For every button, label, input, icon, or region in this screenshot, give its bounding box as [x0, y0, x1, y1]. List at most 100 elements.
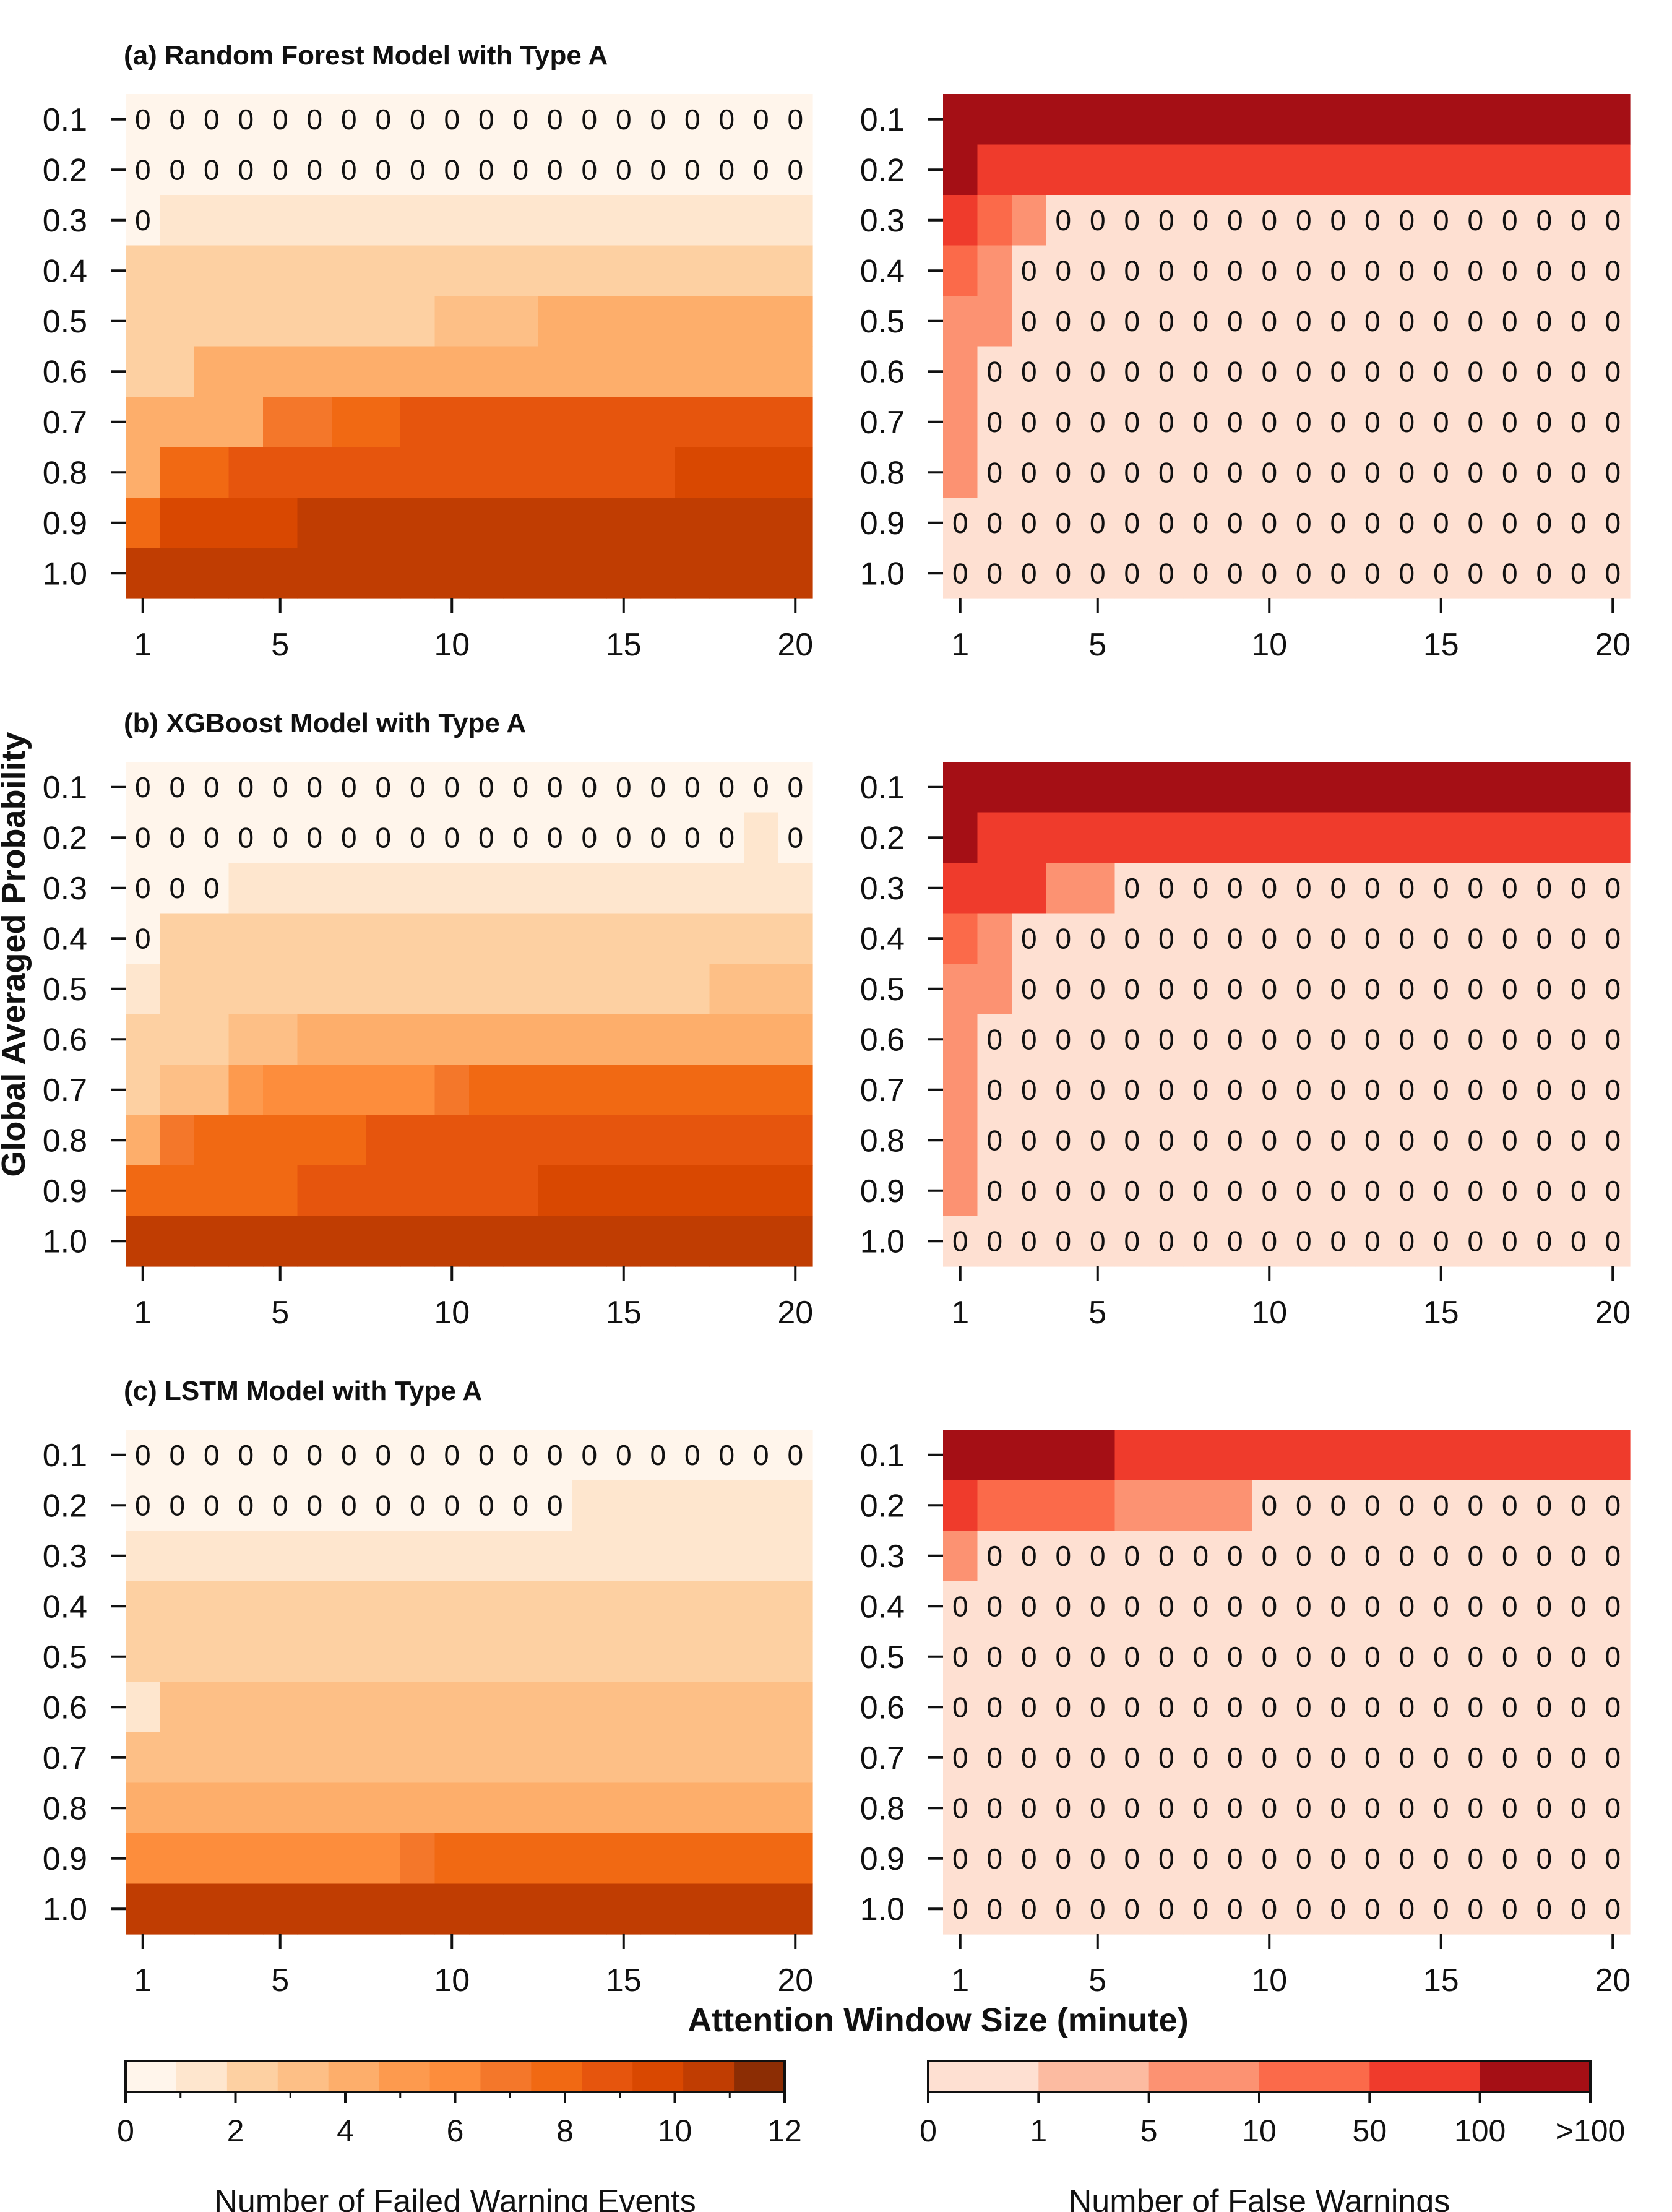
cell-value-label: 0 — [986, 1691, 1002, 1723]
heatmap-cell — [1389, 1531, 1424, 1582]
heatmap-cell — [572, 1014, 607, 1065]
heatmap-cell — [640, 548, 676, 599]
heatmap-cell — [1183, 195, 1218, 246]
y-tick-label: 0.2 — [860, 152, 905, 188]
colorbar-segment — [928, 2061, 1039, 2092]
cell-value-label: 0 — [1398, 922, 1415, 954]
cell-value-label: 0 — [1090, 1641, 1106, 1673]
heatmap-cell — [572, 144, 607, 196]
x-tick-label: 20 — [777, 1963, 813, 1998]
cell-value-label: 0 — [1124, 1792, 1140, 1824]
cell-value-label: 0 — [1192, 872, 1209, 904]
heatmap-cell — [1012, 1165, 1047, 1217]
heatmap-cell — [1595, 346, 1631, 397]
cell-value-label: 0 — [1502, 1023, 1518, 1055]
heatmap-cell — [1114, 548, 1150, 599]
heatmap-cell — [1149, 812, 1184, 863]
heatmap-cell — [1114, 94, 1150, 145]
cell-value-label: 0 — [1571, 1023, 1587, 1055]
heatmap-cell — [1046, 245, 1081, 296]
colorbar-tick-label: 0 — [920, 2114, 937, 2148]
heatmap-cell — [469, 1065, 504, 1116]
heatmap-cell — [332, 1480, 367, 1531]
cell-value-label: 0 — [1502, 507, 1518, 539]
cell-value-label: 0 — [1261, 1489, 1277, 1521]
cell-value-label: 0 — [1364, 922, 1381, 954]
heatmap-cell — [538, 548, 573, 599]
cell-value-label: 0 — [1296, 305, 1312, 337]
heatmap-cell — [709, 346, 744, 397]
heatmap-cell — [1458, 144, 1493, 196]
cell-value-label: 0 — [1261, 507, 1277, 539]
heatmap-cell — [1286, 1165, 1322, 1217]
heatmap-cell — [1012, 498, 1047, 549]
heatmap-cell — [194, 447, 230, 498]
cell-value-label: 0 — [169, 771, 185, 803]
cell-value-label: 0 — [204, 103, 220, 136]
cell-value-label: 0 — [1536, 1691, 1552, 1723]
heatmap-cell — [943, 1014, 978, 1065]
heatmap-cell — [297, 762, 332, 813]
heatmap-cell — [572, 245, 607, 296]
cell-value-label: 0 — [616, 103, 632, 136]
heatmap-cell — [640, 346, 676, 397]
heatmap-cell — [1595, 1883, 1631, 1935]
cell-value-label: 0 — [1571, 355, 1587, 387]
cell-value-label: 0 — [1158, 1641, 1174, 1673]
heatmap-cell — [572, 94, 607, 145]
heatmap-cell — [1149, 913, 1184, 964]
cell-value-label: 0 — [1261, 1175, 1277, 1207]
heatmap-cell — [1355, 1631, 1390, 1683]
cell-value-label: 0 — [1055, 1023, 1071, 1055]
colorbar-segment — [176, 2061, 228, 2092]
heatmap-cell — [572, 812, 607, 863]
heatmap-cell — [503, 1833, 538, 1885]
heatmap-cell — [778, 1531, 813, 1582]
heatmap-cell — [1252, 762, 1287, 813]
cell-value-label: 0 — [1364, 1691, 1381, 1723]
heatmap-cell — [434, 964, 470, 1015]
cell-value-label: 0 — [1571, 305, 1587, 337]
heatmap-cell — [1458, 1782, 1493, 1834]
cell-value-label: 0 — [1227, 1893, 1243, 1925]
x-tick-label: 1 — [134, 1295, 152, 1331]
heatmap-cell — [366, 245, 401, 296]
heatmap-cell — [709, 1165, 744, 1217]
heatmap-cell — [675, 195, 710, 246]
heatmap-cell — [160, 1682, 195, 1733]
cell-value-label: 0 — [272, 771, 288, 803]
heatmap-cell — [943, 1833, 978, 1885]
heatmap-cell — [778, 1833, 813, 1885]
heatmap-cell — [1458, 195, 1493, 246]
heatmap-cell — [160, 1480, 195, 1531]
heatmap-cell — [1321, 762, 1356, 813]
heatmap-cell — [1252, 1631, 1287, 1683]
heatmap-cell — [1252, 1480, 1287, 1531]
cell-value-label: 0 — [1571, 204, 1587, 236]
heatmap-cell — [469, 1014, 504, 1065]
heatmap-cell — [434, 245, 470, 296]
cell-value-label: 0 — [512, 821, 528, 853]
cell-value-label: 0 — [1124, 1590, 1140, 1622]
cell-value-label: 0 — [1605, 1590, 1621, 1622]
heatmap-cell — [1321, 296, 1356, 347]
heatmap-cell — [1355, 1782, 1390, 1834]
heatmap-cell — [744, 863, 779, 914]
heatmap-cell — [332, 1014, 367, 1065]
heatmap-cell — [1080, 863, 1116, 914]
heatmap-cell — [943, 1430, 978, 1481]
heatmap-cell — [640, 94, 676, 145]
heatmap-cell — [977, 812, 1012, 863]
heatmap-cell — [1321, 245, 1356, 296]
heatmap-cell — [194, 1732, 230, 1784]
heatmap-cell — [434, 1782, 470, 1834]
cell-value-label: 0 — [1364, 305, 1381, 337]
panel-title-b: (b) XGBoost Model with Type A — [124, 708, 526, 738]
heatmap-cell — [572, 1732, 607, 1784]
heatmap-cell — [263, 1430, 298, 1481]
heatmap-cell — [1561, 1480, 1597, 1531]
x-tick-label: 1 — [951, 627, 969, 663]
cell-value-label: 0 — [272, 1489, 288, 1521]
heatmap-cell — [744, 1216, 779, 1267]
heatmap-cell — [1012, 296, 1047, 347]
